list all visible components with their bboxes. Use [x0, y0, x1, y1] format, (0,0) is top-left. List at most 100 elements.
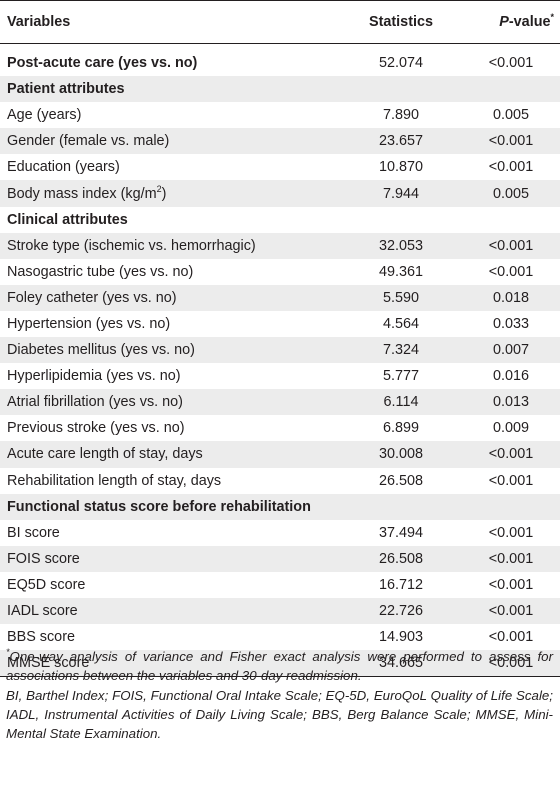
statistic-cell: 5.590: [340, 284, 462, 311]
pvalue-cell: 0.005: [492, 107, 529, 124]
variable-name-cell: Rehabilitation length of stay, days: [0, 468, 340, 494]
statistic-cell: 26.508: [378, 472, 423, 489]
section-row: Functional status score before rehabilit…: [0, 493, 560, 520]
pvalue-cell: [462, 207, 560, 233]
table-row: MMSE score 34.665 <0.001: [0, 650, 560, 678]
table-row: Hyperlipidemia (yes vs. no) 5.777 0.016: [0, 363, 560, 389]
variable-name: Previous stroke (yes vs. no): [7, 420, 185, 437]
table-row: Hypertension (yes vs. no) 4.564 0.033: [0, 311, 560, 337]
table-row: Diabetes mellitus (yes vs. no) 7.324 0.007: [0, 337, 560, 364]
pvalue-cell: <0.001: [488, 524, 534, 541]
variable-name-superscript: 2: [156, 183, 162, 194]
pvalue-cell: <0.001: [462, 545, 560, 572]
table-row: Atrial fibrillation (yes vs. no) 6.114 0.0…: [0, 389, 560, 416]
variable-name: Rehabilitation length of stay, days: [7, 472, 222, 489]
table-row: Body mass index (kg/m2) 7.944 0.005: [0, 180, 560, 207]
statistic-cell: 5.777: [382, 368, 419, 385]
footnote-abbreviations: BI, Barthel Index; FOIS, Functional Oral…: [6, 687, 553, 742]
pvalue-cell: <0.001: [488, 55, 534, 72]
table-row: Nasogastric tube (yes vs. no) 49.361 <0.00…: [0, 259, 560, 285]
pvalue-cell: <0.001: [462, 232, 560, 259]
statistic-cell: 37.494: [378, 524, 423, 541]
header-statistics: Statistics: [340, 0, 462, 44]
variable-name: Age (years): [7, 107, 82, 124]
variable-name-cell: Previous stroke (yes vs. no): [0, 415, 340, 441]
variable-name: Patient attributes: [7, 81, 125, 98]
statistic-cell: [340, 207, 462, 233]
statistic-cell: 32.053: [340, 232, 462, 259]
pvalue-cell: 0.033: [492, 315, 529, 332]
header-pvalue-italic: P: [499, 14, 509, 30]
variable-name-suffix: ): [161, 185, 167, 202]
variable-name-cell: Post-acute care (yes vs. no): [0, 50, 340, 76]
table-row: IADL score 22.726 <0.001: [0, 597, 560, 625]
variable-name-cell: Gender (female vs. male): [0, 128, 340, 155]
statistic-cell: 7.890: [382, 107, 419, 124]
table-row: BI score 37.494 <0.001: [0, 520, 560, 546]
table-row: Age (years) 7.890 0.005: [0, 102, 560, 128]
section-row: Patient attributes: [0, 76, 560, 103]
pvalue-cell: <0.001: [488, 159, 534, 176]
statistic-cell: 30.008: [340, 441, 462, 468]
pvalue-cell: <0.001: [488, 263, 534, 280]
variable-name-cell: Diabetes mellitus (yes vs. no): [0, 337, 340, 364]
variable-name-cell: BBS score: [0, 624, 340, 650]
variable-name-cell: BI score: [0, 520, 340, 546]
pvalue-cell: [462, 76, 560, 103]
statistic-cell: 7.944: [340, 180, 462, 207]
table-row: Stroke type (ischemic vs. hemorrhagic) 32…: [0, 232, 560, 259]
header-pvalue-sup: *: [550, 12, 554, 22]
statistic-cell: 6.899: [382, 420, 419, 437]
table-row: BBS score 14.903 <0.001: [0, 624, 560, 650]
variable-name-cell: Hyperlipidemia (yes vs. no): [0, 363, 340, 389]
variable-name-cell: Age (years): [0, 102, 340, 128]
variable-name: Gender (female vs. male): [7, 133, 170, 150]
variable-name: Diabetes mellitus (yes vs. no): [7, 342, 195, 359]
variable-name-cell: Clinical attributes: [0, 207, 340, 233]
variable-name: Atrial fibrillation (yes vs. no): [7, 394, 183, 411]
pvalue-cell: <0.001: [488, 629, 534, 646]
footnote-asterisk-mark: *: [6, 647, 10, 657]
variable-name-cell: Acute care length of stay, days: [0, 441, 340, 468]
table-row: EQ5D score 16.712 <0.001: [0, 572, 560, 598]
pvalue-cell: <0.001: [462, 650, 560, 678]
pvalue-cell: <0.001: [488, 576, 534, 593]
header-pvalue-text: -value: [508, 14, 551, 30]
variable-name: Clinical attributes: [7, 211, 128, 228]
variable-name: Foley catheter (yes vs. no): [7, 289, 177, 306]
section-row: Post-acute care (yes vs. no) 52.074 <0.001: [0, 50, 560, 76]
pvalue-cell: 0.007: [462, 337, 560, 364]
section-row: Clinical attributes: [0, 207, 560, 233]
pvalue-cell: 0.005: [462, 180, 560, 207]
table-row: Foley catheter (yes vs. no) 5.590 0.018: [0, 284, 560, 311]
table-row: Rehabilitation length of stay, days 26.50…: [0, 468, 560, 494]
statistic-cell: 16.712: [378, 576, 423, 593]
pvalue-cell: 0.018: [462, 284, 560, 311]
table-row: Acute care length of stay, days 30.008 <0.…: [0, 441, 560, 468]
variable-name: Nasogastric tube (yes vs. no): [7, 263, 194, 280]
footnote-asterisk: *One-way analysis of variance and Fisher…: [6, 647, 553, 686]
statistic-cell: [340, 493, 462, 520]
statistic-cell: 4.564: [382, 315, 419, 332]
variable-name-cell: Patient attributes: [0, 76, 340, 103]
variable-name-cell: Foley catheter (yes vs. no): [0, 284, 340, 311]
pvalue-cell: 0.009: [492, 420, 529, 437]
variable-name: Education (years): [7, 159, 120, 176]
pvalue-cell: <0.001: [488, 472, 534, 489]
statistic-cell: 34.665: [340, 650, 462, 678]
statistics-table: Variables Statistics P-value* Post-acute…: [0, 0, 560, 678]
variable-name: FOIS score: [7, 550, 80, 567]
footnote-asterisk-text: One-way analysis of variance and Fisher …: [6, 649, 553, 684]
table-header: Variables Statistics P-value*: [0, 0, 560, 44]
variable-name: MMSE score: [7, 655, 90, 672]
variable-name-cell: Functional status score before rehabilit…: [0, 493, 340, 520]
statistic-cell: 7.324: [340, 337, 462, 364]
variable-name: BBS score: [7, 629, 75, 646]
statistic-cell: 22.726: [340, 597, 462, 625]
variable-name-cell: Body mass index (kg/m2): [0, 180, 340, 207]
variable-name: IADL score: [7, 603, 78, 620]
pvalue-cell: <0.001: [462, 597, 560, 625]
table-row: Gender (female vs. male) 23.657 <0.001: [0, 128, 560, 155]
pvalue-cell: <0.001: [462, 128, 560, 155]
